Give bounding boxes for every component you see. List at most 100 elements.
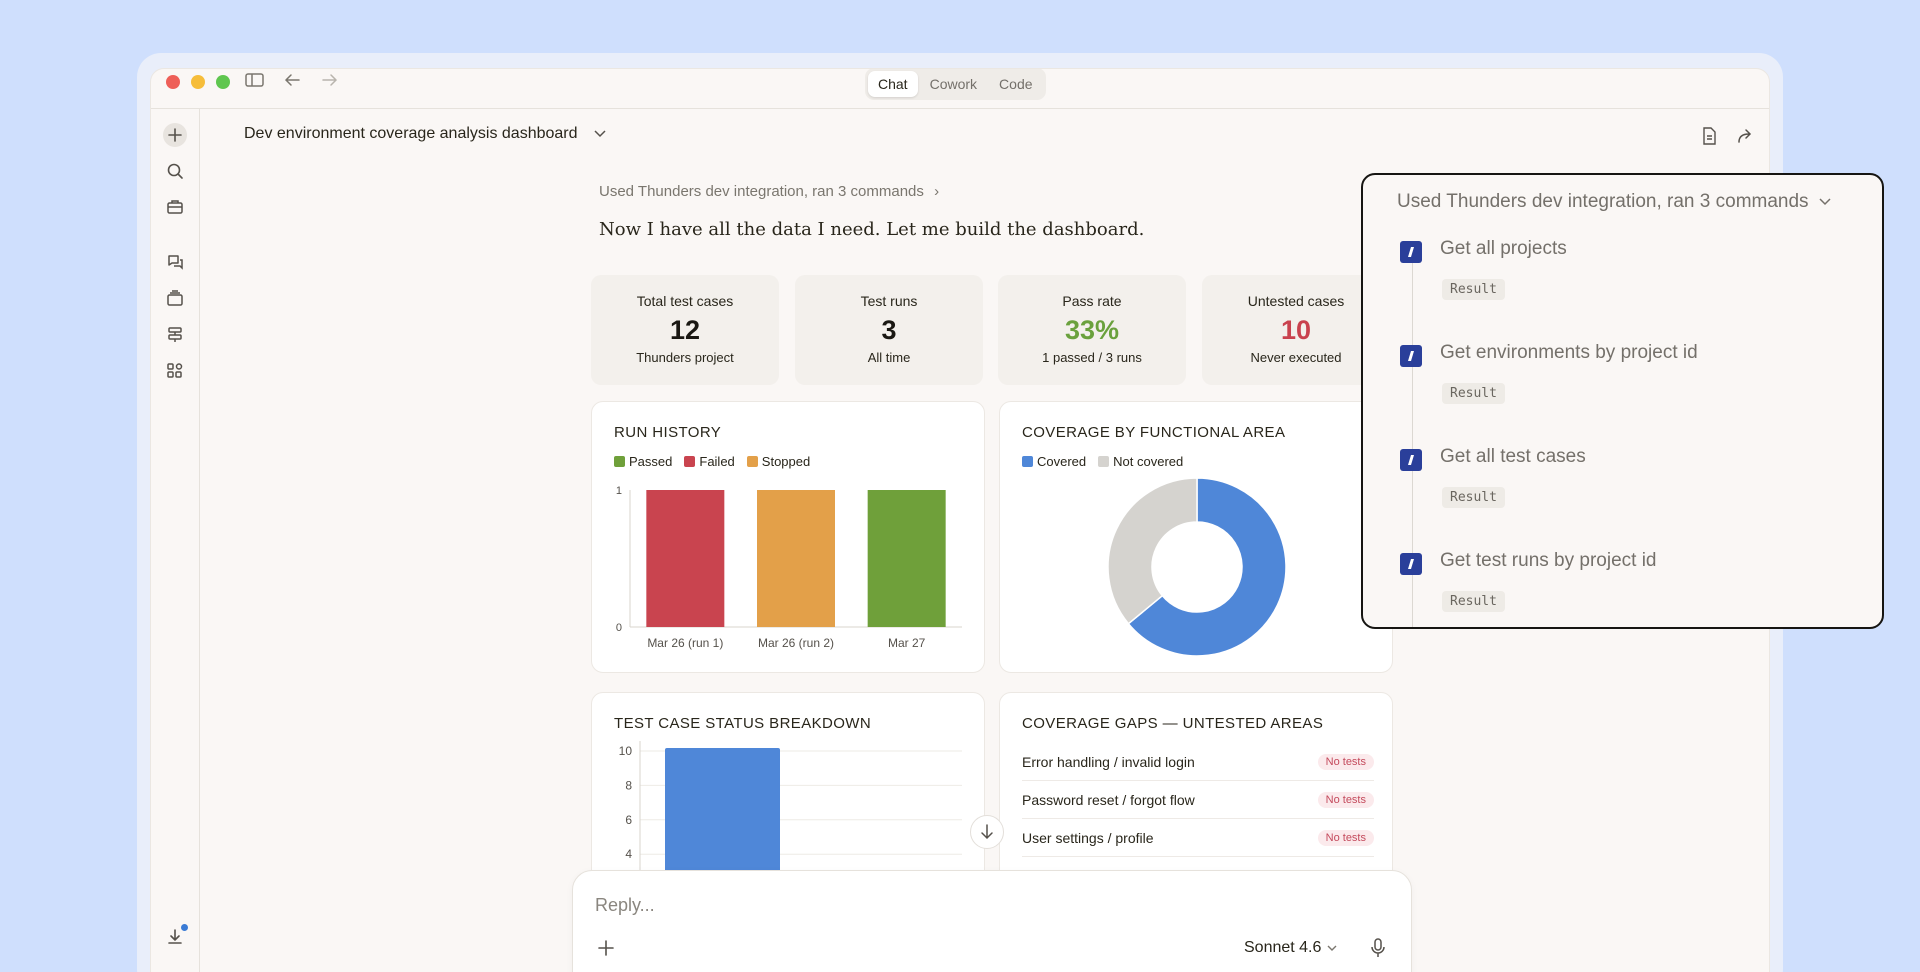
- popover-header[interactable]: Used Thunders dev integration, ran 3 com…: [1397, 191, 1831, 213]
- result-tag[interactable]: Result: [1442, 487, 1505, 508]
- back-arrow-icon[interactable]: [283, 71, 301, 93]
- popover-title: Used Thunders dev integration, ran 3 com…: [1397, 191, 1809, 212]
- briefcase-icon[interactable]: [164, 196, 186, 218]
- conversation-title[interactable]: Dev environment coverage analysis dashbo…: [244, 125, 606, 143]
- tab-cowork[interactable]: Cowork: [929, 76, 978, 92]
- download-icon[interactable]: [164, 924, 188, 948]
- assistant-message: Now I have all the data I need. Let me b…: [599, 219, 1145, 240]
- reply-input[interactable]: [595, 891, 1195, 919]
- mode-tabs: Chat Cowork Code: [865, 69, 1046, 100]
- card-title: COVERAGE BY FUNCTIONAL AREA: [1022, 424, 1286, 441]
- stat-value: 3: [881, 315, 897, 345]
- command-label: Get all projects: [1440, 238, 1567, 259]
- share-icon[interactable]: [1736, 127, 1754, 150]
- chats-icon[interactable]: [164, 250, 186, 272]
- bar-passed: [867, 490, 946, 627]
- status-breakdown-chart: 10 8 6 4: [619, 741, 962, 893]
- thunders-icon: [1400, 241, 1422, 263]
- gap-area: Password reset / forgot flow: [1022, 791, 1195, 808]
- y-tick-label: 1: [616, 485, 622, 497]
- card-title: RUN HISTORY: [614, 424, 722, 441]
- tab-code[interactable]: Code: [999, 76, 1033, 92]
- result-tag[interactable]: Result: [1442, 591, 1505, 612]
- coverage-area-card: COVERAGE BY FUNCTIONAL AREA Covered Not …: [999, 401, 1393, 673]
- sidebar-toggle-icon[interactable]: [245, 71, 264, 93]
- timeline-line: [1412, 263, 1413, 627]
- commands-summary[interactable]: Used Thunders dev integration, ran 3 com…: [599, 183, 940, 200]
- status-badge: No tests: [1317, 829, 1374, 846]
- document-icon[interactable]: [1701, 127, 1717, 150]
- commands-popover: Used Thunders dev integration, ran 3 com…: [1361, 173, 1884, 629]
- gap-row: Password reset / forgot flow No tests: [1022, 781, 1374, 819]
- card-title: COVERAGE GAPS — UNTESTED AREAS: [1022, 715, 1324, 732]
- arrow-down-icon: [981, 824, 993, 840]
- tab-chat[interactable]: Chat: [868, 71, 918, 97]
- stat-value: 10: [1280, 315, 1312, 345]
- attach-plus-icon[interactable]: [597, 939, 615, 962]
- stat-value: 12: [669, 315, 701, 345]
- legend-item-stopped: Stopped: [746, 454, 810, 469]
- legend-item-failed: Failed: [684, 454, 735, 469]
- projects-icon[interactable]: [164, 287, 186, 309]
- microphone-icon[interactable]: [1370, 938, 1386, 963]
- slice-not-covered: [1107, 477, 1198, 625]
- stat-card-pass-rate: Pass rate 33% 1 passed / 3 runs: [998, 275, 1186, 385]
- chevron-down-icon: [594, 130, 606, 138]
- x-tick-label: Mar 26 (run 1): [647, 636, 723, 650]
- stat-card-test-runs: Test runs 3 All time: [795, 275, 983, 385]
- command-label: Get environments by project id: [1440, 342, 1698, 363]
- apps-grid-icon[interactable]: [164, 360, 186, 382]
- thunders-icon: [1400, 345, 1422, 367]
- bar-stopped: [757, 490, 835, 627]
- minimize-window-button[interactable]: [191, 75, 205, 89]
- x-tick-label: Mar 26 (run 2): [758, 636, 834, 650]
- gap-area: Error handling / invalid login: [1022, 753, 1195, 770]
- model-selector[interactable]: Sonnet 4.6: [1244, 939, 1337, 957]
- status-badge: No tests: [1317, 791, 1374, 808]
- bar-status: [665, 748, 780, 893]
- coverage-gaps-card: COVERAGE GAPS — UNTESTED AREAS Error han…: [999, 692, 1393, 892]
- stat-label: Total test cases: [636, 293, 734, 309]
- x-tick-label: Mar 27: [888, 636, 926, 650]
- chart-legend: Covered Not covered: [1022, 454, 1183, 469]
- y-tick-label: 10: [619, 744, 633, 758]
- legend-item-covered: Covered: [1022, 454, 1086, 469]
- stat-sub: 1 passed / 3 runs: [1042, 350, 1142, 365]
- result-tag[interactable]: Result: [1442, 279, 1505, 300]
- gap-row: Error handling / invalid login No tests: [1022, 743, 1374, 781]
- card-title: TEST CASE STATUS BREAKDOWN: [614, 715, 872, 732]
- legend-item-passed: Passed: [614, 454, 672, 469]
- chart-legend: Passed Failed Stopped: [614, 454, 810, 469]
- close-window-button[interactable]: [166, 75, 180, 89]
- stat-card-total-test-cases: Total test cases 12 Thunders project: [591, 275, 779, 385]
- maximize-window-button[interactable]: [216, 75, 230, 89]
- stat-sub: All time: [867, 350, 911, 365]
- scroll-down-button[interactable]: [970, 815, 1004, 849]
- coverage-donut-chart: [1107, 477, 1287, 657]
- status-breakdown-card: TEST CASE STATUS BREAKDOWN 10 8 6 4: [591, 692, 985, 893]
- stat-sub: Never executed: [1250, 350, 1342, 365]
- forward-arrow-icon[interactable]: [321, 71, 339, 93]
- chevron-right-icon: ›: [934, 183, 940, 200]
- stat-value: 33%: [1064, 315, 1120, 345]
- y-tick-label: 4: [625, 847, 632, 861]
- chevron-down-icon: [1819, 198, 1831, 206]
- reply-composer: Sonnet 4.6: [572, 870, 1412, 972]
- chevron-down-icon: [1327, 945, 1337, 951]
- stat-label: Pass rate: [1062, 293, 1122, 309]
- artifacts-icon[interactable]: [164, 323, 186, 345]
- new-chat-plus-icon[interactable]: [163, 123, 187, 147]
- stat-card-untested-cases: Untested cases 10 Never executed: [1202, 275, 1390, 385]
- result-tag[interactable]: Result: [1442, 383, 1505, 404]
- run-history-card: RUN HISTORY Passed Failed Stopped 1 0 Mar …: [591, 401, 985, 673]
- y-tick-label: 0: [616, 622, 622, 634]
- search-icon[interactable]: [164, 160, 186, 182]
- gap-row: User settings / profile No tests: [1022, 819, 1374, 857]
- conversation-title-text: Dev environment coverage analysis dashbo…: [244, 125, 578, 142]
- gap-area: User settings / profile: [1022, 829, 1154, 846]
- command-label: Get test runs by project id: [1440, 550, 1657, 571]
- title-bar: Chat Cowork Code: [151, 69, 1769, 109]
- command-label: Get all test cases: [1440, 446, 1586, 467]
- thunders-icon: [1400, 449, 1422, 471]
- slice-covered: [1127, 477, 1287, 657]
